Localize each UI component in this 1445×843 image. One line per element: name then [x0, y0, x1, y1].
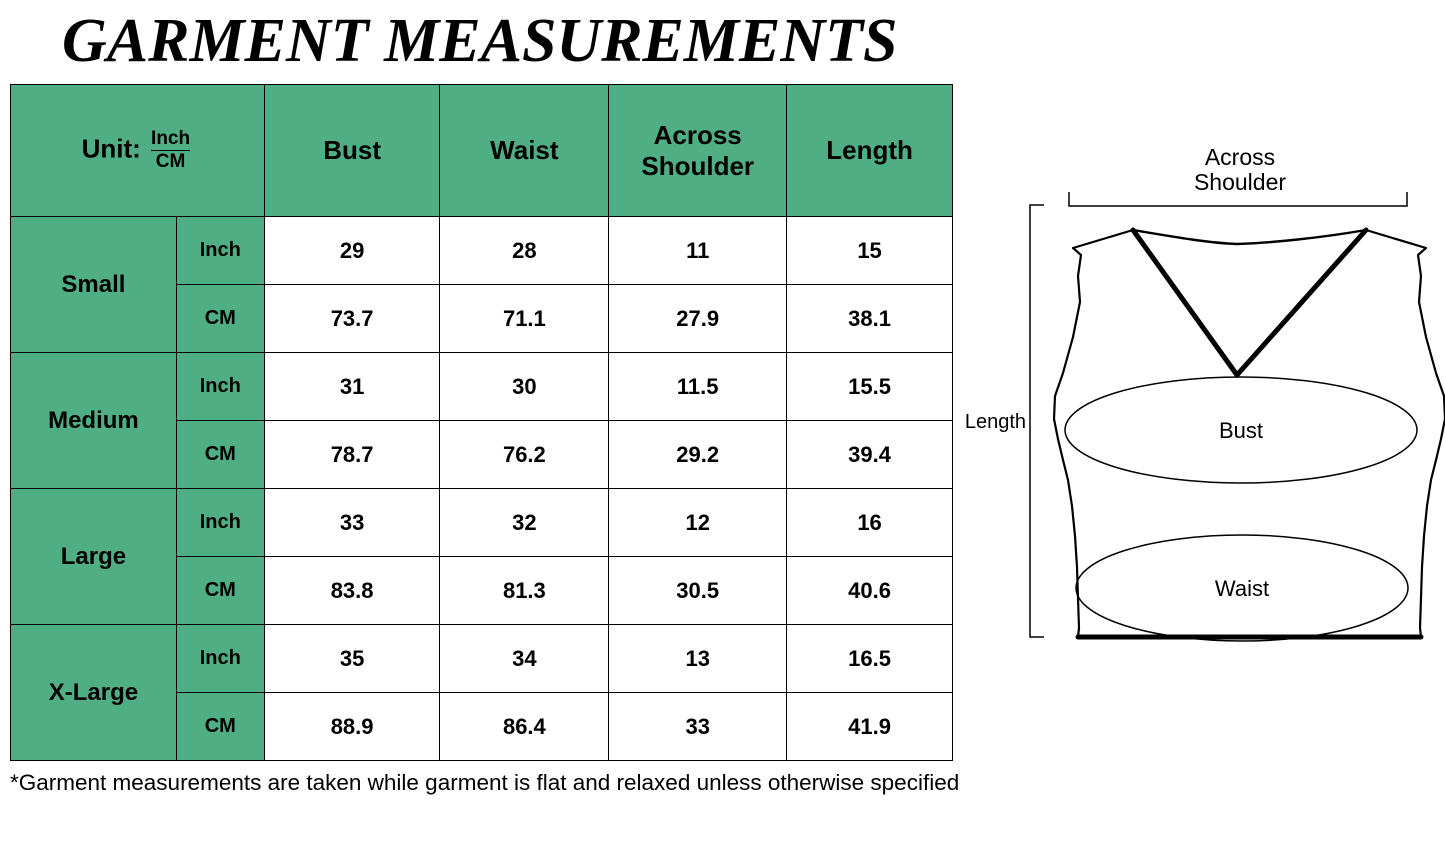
svg-text:Waist: Waist	[1215, 576, 1269, 601]
svg-text:Bust: Bust	[1219, 418, 1263, 443]
svg-text:Length: Length	[965, 411, 1026, 433]
svg-text:Across: Across	[1205, 144, 1275, 170]
svg-text:Shoulder: Shoulder	[1194, 169, 1286, 195]
